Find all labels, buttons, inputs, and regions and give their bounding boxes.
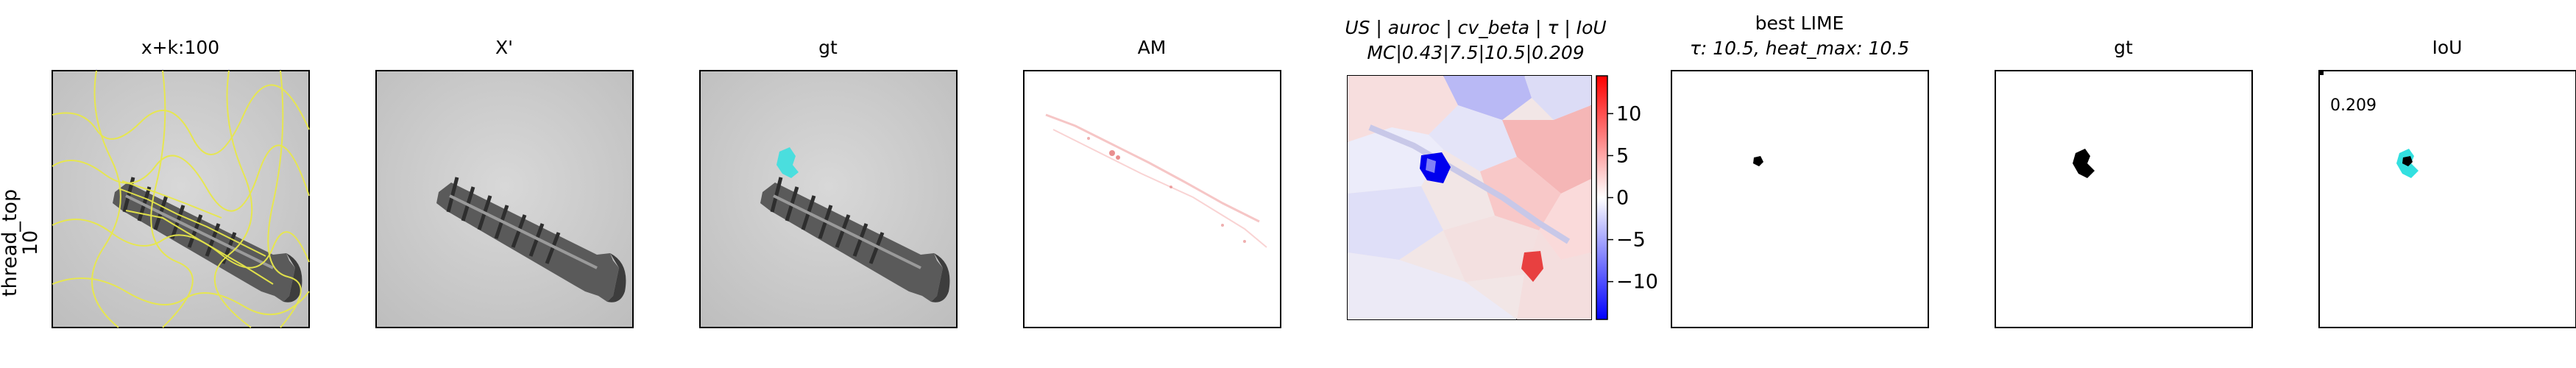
panel-image: X' [375,37,634,328]
colorbar-ticks: 10 5 0 −5 −10 [1607,102,1658,294]
panel-gt-overlay: gt [699,37,958,328]
panel-title: gt [818,37,838,58]
colorbar-tick-label: 5 [1616,144,1629,167]
panel-title-line1: US | auroc | cv_beta | τ | IoU [1345,17,1606,38]
panel-title-line2: τ: 10.5, heat_max: 10.5 [1690,38,1909,59]
panel-title-line1: best LIME [1755,13,1844,34]
panel-lime-heatmap: US | auroc | cv_beta | τ | IoU MC|0.43|7… [1345,17,1658,320]
iou-value: 0.209 [2330,96,2377,115]
panel-title-line2: MC|0.43|7.5|10.5|0.209 [1367,42,1584,63]
panel-anomaly-map: AM [1023,37,1281,328]
colorbar-tick-label: 10 [1616,102,1641,125]
panel-superpixels: x+k:100 [52,37,310,328]
panel-title: x+k:100 [141,37,219,58]
panel-gt-mask: gt [1995,37,2253,328]
row-label-line2: 10 [19,230,42,255]
panel-title: gt [2114,37,2133,58]
panel-title: IoU [2432,37,2463,58]
colorbar-tick-label: 0 [1616,187,1629,210]
panel-iou: IoU 0.209 [2318,37,2576,328]
colorbar-tick-label: −5 [1616,229,1646,252]
panel-best-lime: best LIME τ: 10.5, heat_max: 10.5 [1671,13,1929,328]
colorbar-tick-label: −10 [1616,271,1658,294]
panel-title: X' [495,37,513,58]
panel-title: AM [1138,37,1167,58]
row-label-line1: thread_top [0,189,21,297]
colorbar [1596,75,1608,320]
